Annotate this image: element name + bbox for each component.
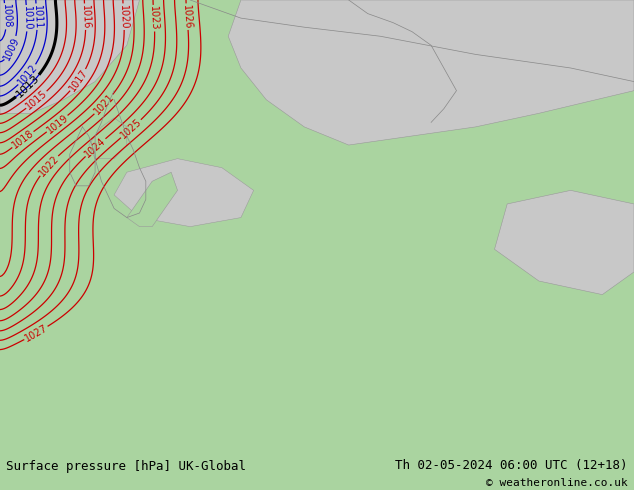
Text: 1015: 1015 <box>24 88 49 112</box>
Polygon shape <box>0 0 139 113</box>
Text: 1025: 1025 <box>119 117 143 141</box>
Text: © weatheronline.co.uk: © weatheronline.co.uk <box>486 478 628 488</box>
Text: 1017: 1017 <box>67 68 90 93</box>
Text: 1013: 1013 <box>15 73 42 99</box>
Text: 1009: 1009 <box>2 35 22 62</box>
Text: 1011: 1011 <box>32 4 42 29</box>
Text: 1012: 1012 <box>16 62 39 88</box>
Text: 1010: 1010 <box>22 6 33 30</box>
Polygon shape <box>89 118 127 159</box>
Text: Th 02-05-2024 06:00 UTC (12+18): Th 02-05-2024 06:00 UTC (12+18) <box>395 459 628 471</box>
Text: 1018: 1018 <box>10 128 36 151</box>
Text: 1016: 1016 <box>80 4 91 29</box>
Text: 1026: 1026 <box>181 4 193 29</box>
Polygon shape <box>114 159 254 226</box>
Text: Surface pressure [hPa] UK-Global: Surface pressure [hPa] UK-Global <box>6 460 247 473</box>
Polygon shape <box>127 172 178 226</box>
Text: 1019: 1019 <box>44 112 70 135</box>
Text: 1021: 1021 <box>92 92 116 117</box>
Text: 1020: 1020 <box>119 4 129 29</box>
Text: 1022: 1022 <box>37 153 61 178</box>
Text: 1024: 1024 <box>83 136 108 159</box>
Polygon shape <box>228 0 634 145</box>
Text: 1008: 1008 <box>1 4 12 29</box>
Text: 1027: 1027 <box>23 323 49 343</box>
Polygon shape <box>495 190 634 294</box>
Text: 1023: 1023 <box>148 5 160 31</box>
